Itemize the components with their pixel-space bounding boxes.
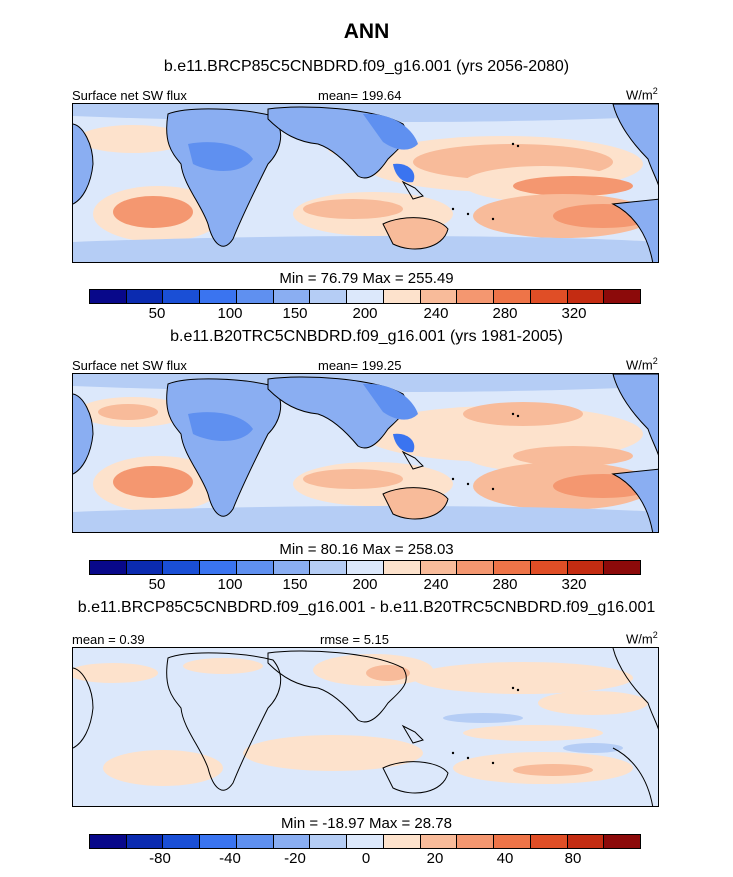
panel-3-colorbar-tick: 80 — [564, 850, 582, 867]
panel-2-colorbar-tick: 50 — [148, 576, 166, 593]
panel-3-mean-label: mean = 0.39 — [72, 632, 145, 647]
figure-title: ANN — [343, 20, 390, 43]
colorbar-swatch — [604, 561, 641, 574]
colorbar-swatch — [530, 835, 568, 848]
colorbar-swatch — [310, 290, 348, 303]
colorbar-swatch — [200, 561, 237, 574]
panel-2-colorbar-tick: 100 — [217, 576, 243, 593]
colorbar-swatch — [273, 835, 311, 848]
colorbar-swatch — [383, 561, 421, 574]
colorbar-swatch — [200, 835, 237, 848]
panel-3-colorbar-tick: -80 — [149, 850, 171, 867]
panel-2-colorbar-tick: 280 — [492, 576, 518, 593]
colorbar-swatch — [163, 835, 201, 848]
colorbar-swatch — [126, 561, 164, 574]
colorbar-swatch — [236, 835, 274, 848]
panel-2-map — [72, 373, 659, 533]
colorbar-swatch — [494, 835, 531, 848]
colorbar-swatch — [530, 290, 568, 303]
colorbar-swatch — [163, 561, 201, 574]
panel-2-units-label: W/m2 — [626, 356, 658, 373]
colorbar-swatch — [347, 561, 384, 574]
colorbar-swatch — [604, 835, 641, 848]
panel-3-colorbar-tick: -20 — [284, 850, 306, 867]
colorbar-swatch — [90, 561, 127, 574]
colorbar-swatch — [90, 290, 127, 303]
colorbar-swatch — [163, 290, 201, 303]
colorbar-swatch — [457, 835, 495, 848]
colorbar-swatch — [567, 561, 605, 574]
colorbar-swatch — [604, 290, 641, 303]
panel-2-colorbar-tick: 200 — [352, 576, 378, 593]
colorbar-swatch — [273, 561, 311, 574]
panel-2-mean-label: mean= 199.25 — [318, 358, 402, 373]
panel-1-colorbar-tick: 240 — [423, 305, 449, 322]
colorbar-swatch — [310, 835, 348, 848]
colorbar-swatch — [126, 835, 164, 848]
panel-3-colorbar-tick: 40 — [496, 850, 514, 867]
panel-3-colorbar — [89, 834, 641, 849]
panel-1-case-title: b.e11.BRCP85C5CNBDRD.f09_g16.001 (yrs 20… — [163, 58, 570, 75]
colorbar-swatch — [567, 835, 605, 848]
panel-3-colorbar-tick: 20 — [426, 850, 444, 867]
panel-2-case-title: b.e11.B20TRC5CNBDRD.f09_g16.001 (yrs 198… — [170, 328, 563, 345]
panel-1-colorbar — [89, 289, 641, 304]
panel-1-map — [72, 103, 659, 263]
colorbar-swatch — [126, 290, 164, 303]
colorbar-swatch — [420, 561, 458, 574]
panel-3-rmse-label: rmse = 5.15 — [320, 632, 390, 647]
panel-1-colorbar-tick: 320 — [561, 305, 587, 322]
panel-3-map — [72, 647, 659, 807]
panel-2-variable-label: Surface net SW flux — [72, 358, 187, 373]
colorbar-swatch — [494, 561, 531, 574]
colorbar-swatch — [273, 290, 311, 303]
colorbar-swatch — [494, 290, 531, 303]
panel-1-variable-label: Surface net SW flux — [72, 88, 187, 103]
colorbar-swatch — [90, 835, 127, 848]
colorbar-swatch — [347, 835, 384, 848]
colorbar-swatch — [200, 290, 237, 303]
panel-1-units-label: W/m2 — [626, 86, 658, 103]
colorbar-swatch — [420, 835, 458, 848]
panel-2-colorbar-tick: 240 — [423, 576, 449, 593]
colorbar-swatch — [347, 290, 384, 303]
panel-1-colorbar-tick: 150 — [282, 305, 308, 322]
panel-2-colorbar-tick: 320 — [561, 576, 587, 593]
panel-3-units-label: W/m2 — [626, 630, 658, 647]
panel-1-colorbar-tick: 100 — [217, 305, 243, 322]
panel-1-colorbar-tick: 280 — [492, 305, 518, 322]
panel-2-colorbar — [89, 560, 641, 575]
colorbar-swatch — [383, 835, 421, 848]
colorbar-swatch — [457, 290, 495, 303]
panel-3-min-max: Min = -18.97 Max = 28.78 — [281, 815, 452, 832]
panel-1-min-max: Min = 76.79 Max = 255.49 — [279, 270, 454, 287]
colorbar-swatch — [420, 290, 458, 303]
colorbar-swatch — [236, 290, 274, 303]
panel-3-case-title: b.e11.BRCP85C5CNBDRD.f09_g16.001 - b.e11… — [77, 599, 656, 616]
panel-1-colorbar-tick: 50 — [148, 305, 166, 322]
colorbar-swatch — [236, 561, 274, 574]
colorbar-swatch — [383, 290, 421, 303]
colorbar-swatch — [457, 561, 495, 574]
panel-1-colorbar-tick: 200 — [352, 305, 378, 322]
panel-2-colorbar-tick: 150 — [282, 576, 308, 593]
panel-3-colorbar-tick: 0 — [361, 850, 371, 867]
colorbar-swatch — [530, 561, 568, 574]
panel-3-colorbar-tick: -40 — [219, 850, 241, 867]
panel-2-min-max: Min = 80.16 Max = 258.03 — [279, 541, 454, 558]
colorbar-swatch — [310, 561, 348, 574]
colorbar-swatch — [567, 290, 605, 303]
panel-1-mean-label: mean= 199.64 — [318, 88, 402, 103]
